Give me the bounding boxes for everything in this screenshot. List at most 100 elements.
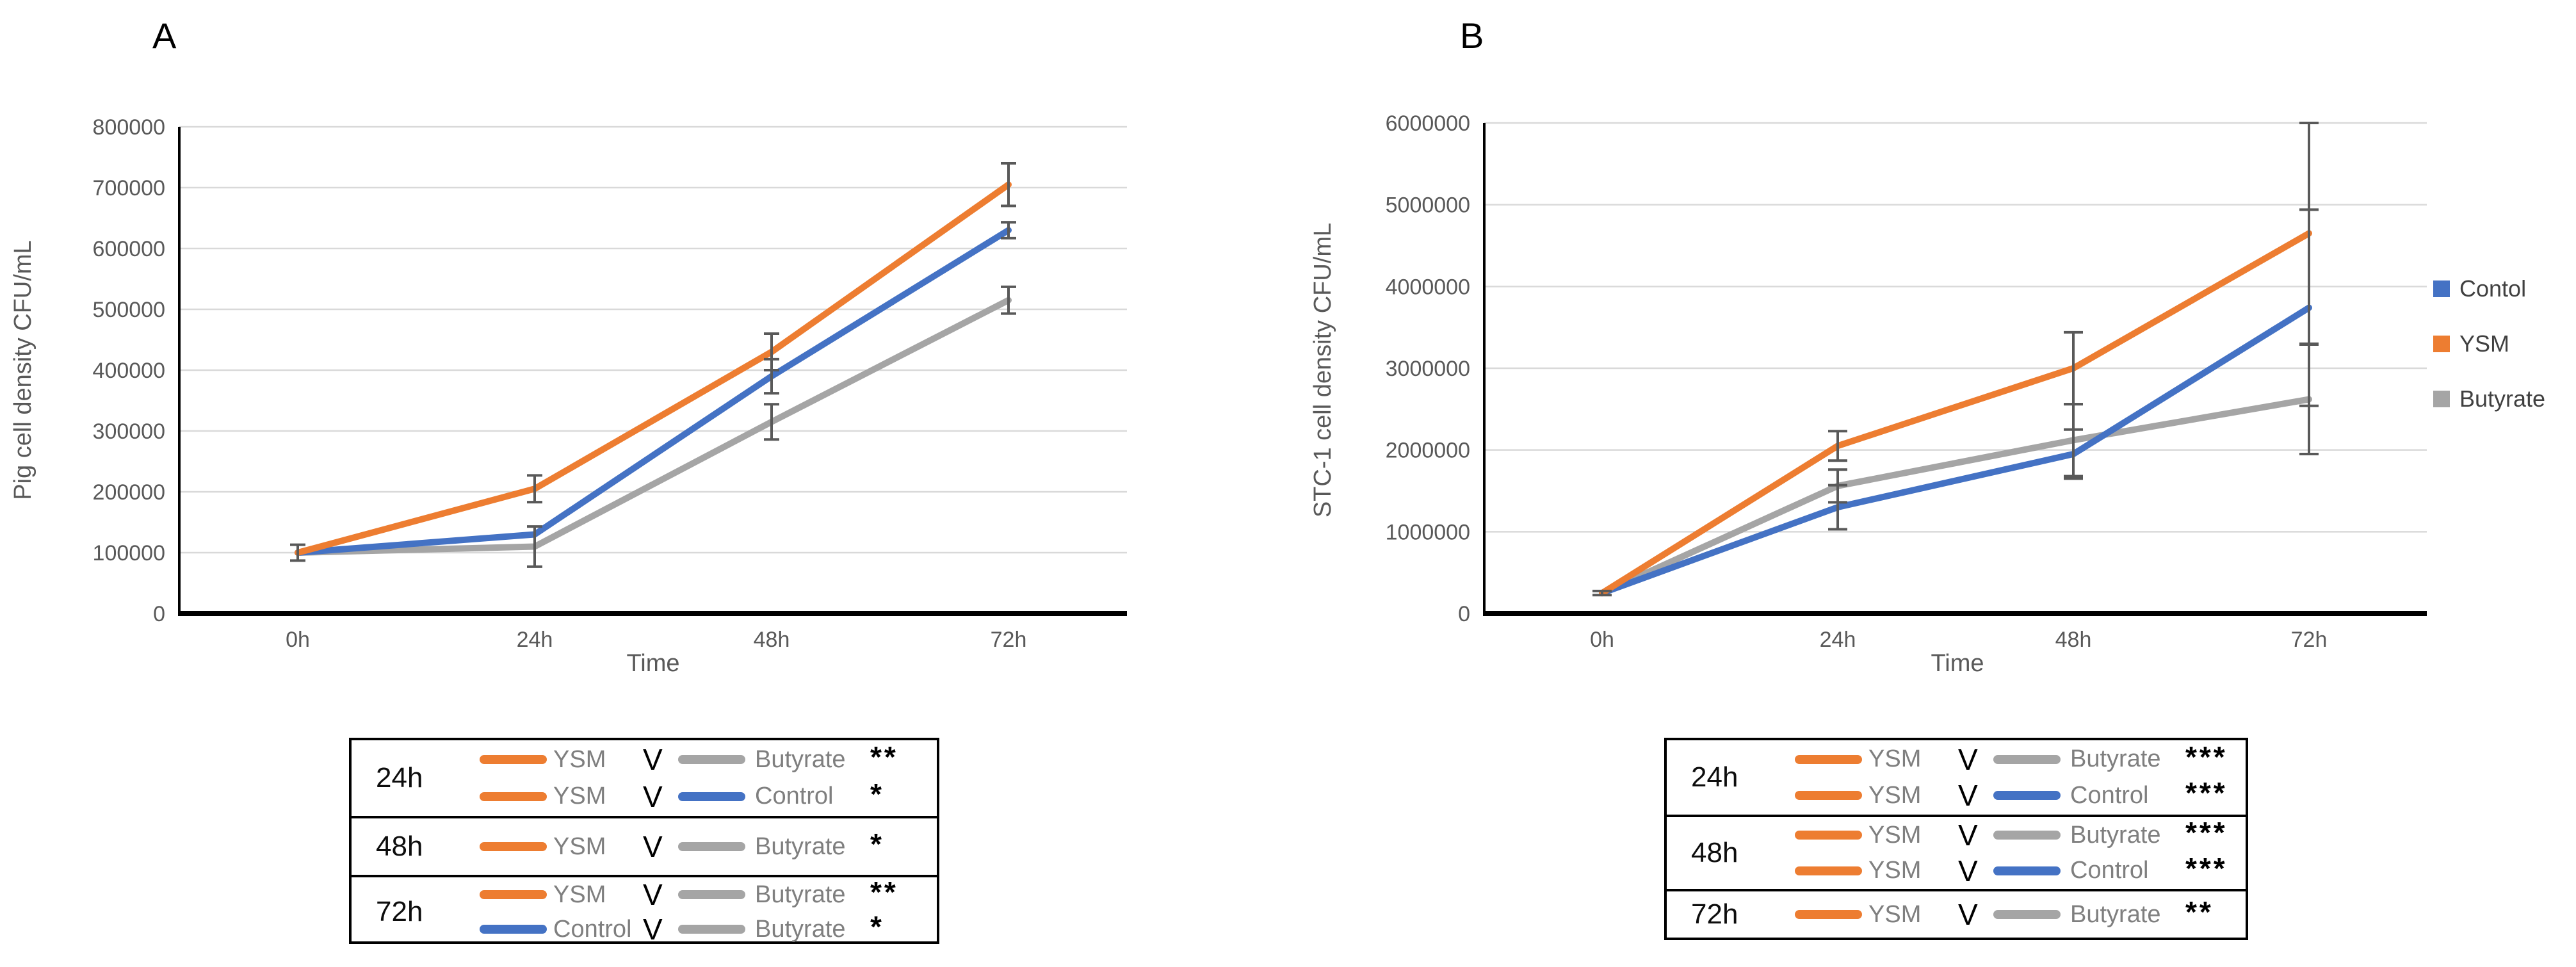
- series-swatch-left: [1795, 910, 1862, 919]
- error-bar-butyrate: [1592, 589, 1612, 597]
- series-swatch-left: [480, 925, 547, 934]
- legend-entry-ysm: YSM: [2433, 316, 2545, 371]
- comparison-row: YSM V Butyrate **: [448, 740, 937, 777]
- table-time-label: 24h: [1691, 761, 1738, 793]
- versus-label: V: [643, 830, 663, 863]
- series-swatch-left: [1795, 831, 1862, 840]
- series-name-right: Butyrate: [2070, 821, 2161, 849]
- legend-entry-butyrate: Butyrate: [2433, 371, 2545, 427]
- table-rows: YSM V Butyrate ** Control V Butyrate *: [448, 875, 937, 947]
- series-name-right: Butyrate: [755, 881, 846, 908]
- legend-label: Contol: [2459, 275, 2527, 302]
- comparison-row: YSM V Butyrate ***: [1763, 816, 2246, 852]
- significance-stars: *: [870, 827, 884, 861]
- y-tick-label: 6000000: [1386, 111, 1470, 136]
- series-swatch-left: [480, 890, 547, 899]
- legend-entry-contol: Contol: [2433, 261, 2545, 316]
- series-swatch-right: [1993, 910, 2061, 919]
- y-axis-title: STC-1 cell density CFU/mL: [1309, 223, 1336, 517]
- table-time-group: 72h YSM V Butyrate **: [1667, 889, 2246, 938]
- significance-table-b: 24h YSM V Butyrate *** YSM V Control *** 48h YSM V B…: [1664, 738, 2248, 940]
- legend-label: YSM: [2459, 330, 2510, 357]
- x-tick-label: 0h: [286, 628, 310, 652]
- versus-label: V: [1958, 854, 1978, 888]
- series-name-right: Control: [2070, 781, 2149, 809]
- legend-square-marker: [2433, 391, 2450, 407]
- table-rows: YSM V Butyrate *** YSM V Control ***: [1763, 816, 2246, 889]
- error-bar-ysm: [1001, 162, 1016, 207]
- versus-label: V: [643, 743, 663, 777]
- series-name-left: YSM: [553, 745, 606, 773]
- error-bar-control: [1001, 221, 1016, 240]
- error-bar-butyrate: [764, 403, 779, 441]
- x-tick-label: 72h: [2291, 628, 2328, 652]
- table-time-group: 48h YSM V Butyrate *** YSM V Control ***: [1667, 815, 2246, 889]
- x-axis-title: Time: [626, 650, 679, 677]
- panel-label: B: [1460, 15, 1484, 56]
- error-bar-butyrate: [527, 525, 542, 568]
- y-tick-label: 500000: [93, 298, 165, 322]
- panel-label: A: [152, 15, 177, 56]
- table-time-label: 72h: [376, 896, 423, 927]
- comparison-row: YSM V Control ***: [1763, 776, 2246, 813]
- versus-label: V: [643, 913, 663, 946]
- y-tick-label: 700000: [93, 176, 165, 200]
- y-tick-label: 0: [1458, 602, 1470, 626]
- series-name-right: Control: [2070, 857, 2149, 884]
- y-tick-label: 100000: [93, 541, 165, 565]
- comparison-row: Control V Butyrate *: [448, 910, 937, 947]
- chart-b-legend: Contol YSM Butyrate: [2433, 261, 2545, 427]
- table-time-group: 24h YSM V Butyrate *** YSM V Control ***: [1667, 740, 2246, 815]
- significance-stars: **: [870, 740, 898, 774]
- table-rows: YSM V Butyrate ** YSM V Control *: [448, 740, 937, 816]
- table-time-label: 24h: [376, 762, 423, 793]
- series-line-ysm: [1599, 230, 2312, 597]
- error-bar-ysm: [2064, 330, 2083, 406]
- x-tick-label: 48h: [2055, 628, 2092, 652]
- versus-label: V: [1958, 742, 1978, 776]
- y-tick-label: 5000000: [1386, 193, 1470, 218]
- table-rows: YSM V Butyrate *** YSM V Control ***: [1763, 740, 2246, 815]
- series-name-left: YSM: [1868, 857, 1922, 884]
- series-swatch-left: [1795, 866, 1862, 875]
- y-tick-label: 4000000: [1386, 275, 1470, 299]
- significance-stars: ***: [2185, 776, 2228, 810]
- series-name-left: YSM: [1868, 821, 1922, 849]
- series-swatch-right: [678, 842, 745, 851]
- significance-stars: *: [870, 777, 884, 811]
- significance-stars: **: [2185, 895, 2214, 929]
- comparison-row: YSM V Control ***: [1763, 851, 2246, 888]
- series-swatch-right: [678, 925, 745, 934]
- versus-label: V: [1958, 818, 1978, 852]
- series-name-left: YSM: [553, 833, 606, 860]
- y-tick-label: 3000000: [1386, 357, 1470, 381]
- table-time-group: 24h YSM V Butyrate ** YSM V Control *: [352, 740, 937, 816]
- error-bar-ysm: [527, 474, 542, 504]
- error-bar-contol: [2064, 428, 2083, 480]
- table-time-label: 72h: [1691, 898, 1738, 930]
- series-line-butyrate: [1599, 396, 2312, 597]
- versus-label: V: [1958, 898, 1978, 931]
- y-tick-label: 600000: [93, 237, 165, 261]
- x-axis-title: Time: [1931, 650, 1984, 677]
- series-name-left: YSM: [553, 881, 606, 908]
- significance-table-a: 24h YSM V Butyrate ** YSM V Control * 48h YSM V Buty…: [349, 738, 939, 947]
- y-tick-label: 300000: [93, 419, 165, 444]
- significance-stars: *: [870, 910, 884, 943]
- comparison-row: YSM V Butyrate ***: [1763, 740, 2246, 777]
- y-axis-title: Pig cell density CFU/mL: [10, 240, 36, 500]
- series-name-left: YSM: [1868, 745, 1922, 773]
- series-swatch-right: [1993, 791, 2061, 800]
- error-bar-butyrate: [290, 543, 305, 562]
- series-swatch-left: [480, 842, 547, 851]
- x-tick-label: 48h: [754, 628, 790, 652]
- error-bar-ysm: [1828, 430, 1847, 462]
- series-swatch-right: [1993, 754, 2061, 764]
- x-tick-label: 24h: [1820, 628, 1856, 652]
- y-tick-label: 400000: [93, 359, 165, 383]
- legend-label: Butyrate: [2459, 386, 2546, 412]
- series-swatch-left: [480, 755, 547, 765]
- series-line-control: [295, 227, 1012, 556]
- significance-stars: ***: [2185, 851, 2228, 885]
